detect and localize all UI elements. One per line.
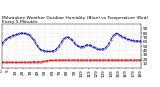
- Text: Milwaukee Weather Outdoor Humidity (Blue) vs Temperature (Red) Every 5 Minutes: Milwaukee Weather Outdoor Humidity (Blue…: [2, 16, 148, 24]
